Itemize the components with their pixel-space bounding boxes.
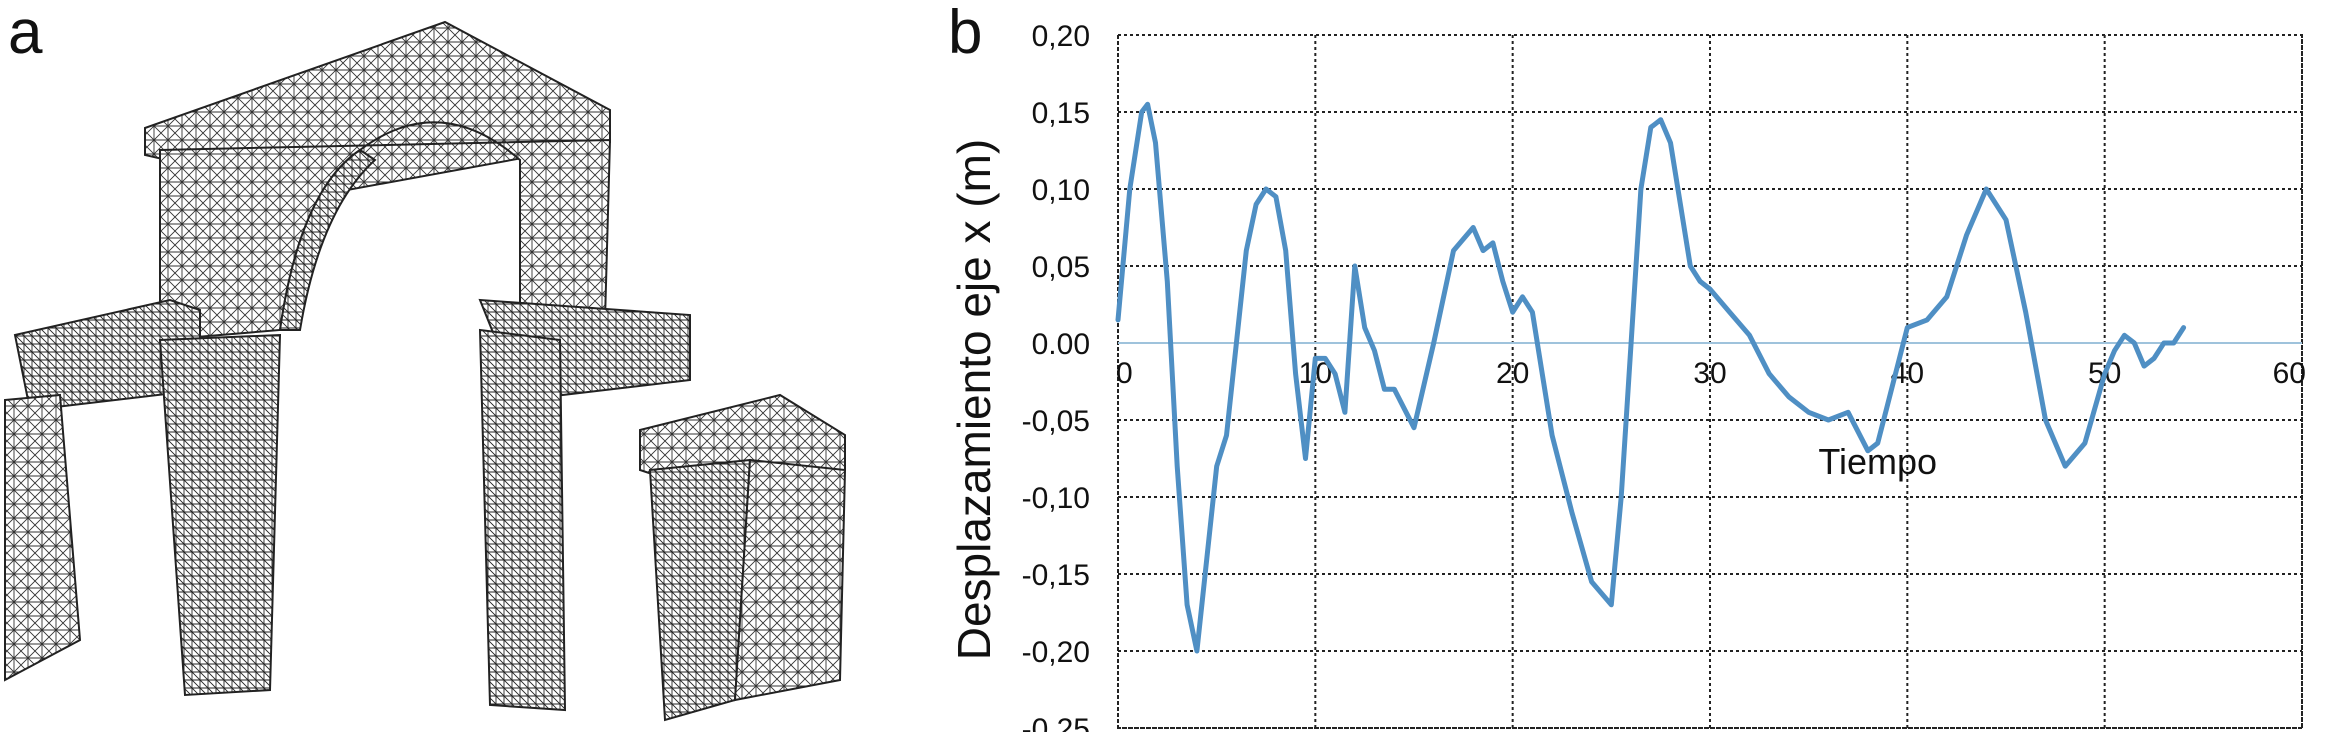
y-tick-label: -0,25	[1022, 713, 1090, 732]
y-tick-label: -0,15	[1022, 559, 1090, 592]
panel-label-b: b	[948, 0, 983, 67]
x-tick-label: 0	[1116, 357, 1133, 390]
y-tick-label: 0.00	[1032, 328, 1090, 361]
y-axis-title: Desplazamiento eje x (m)	[948, 139, 1000, 661]
y-tick-label: 0,10	[1032, 174, 1090, 207]
panel-label-a: a	[8, 0, 43, 67]
y-tick-label: -0,05	[1022, 405, 1090, 438]
y-axis-ticks: 0,20 0,15 0,10 0,05 0.00 -0,05 -0,10 -0,15 -0,20…	[1022, 20, 1090, 732]
x-tick-label: 30	[1693, 357, 1726, 390]
x-axis-ticks: 0 10 20 30 40 50 60	[1116, 357, 2306, 390]
plot-frame	[1117, 34, 2303, 729]
arch-finite-element-mesh-icon	[4, 20, 847, 722]
y-tick-label: 0,15	[1032, 97, 1090, 130]
x-axis-title: Tiempo	[1818, 441, 1937, 482]
y-tick-label: 0,05	[1032, 251, 1090, 284]
y-tick-label: -0,10	[1022, 482, 1090, 515]
x-tick-label: 60	[2273, 357, 2306, 390]
chart-grid	[1117, 34, 2303, 729]
x-tick-label: 20	[1496, 357, 1529, 390]
y-tick-label: 0,20	[1032, 20, 1090, 53]
series-line	[1115, 101, 2187, 654]
y-tick-label: -0,20	[1022, 636, 1090, 669]
